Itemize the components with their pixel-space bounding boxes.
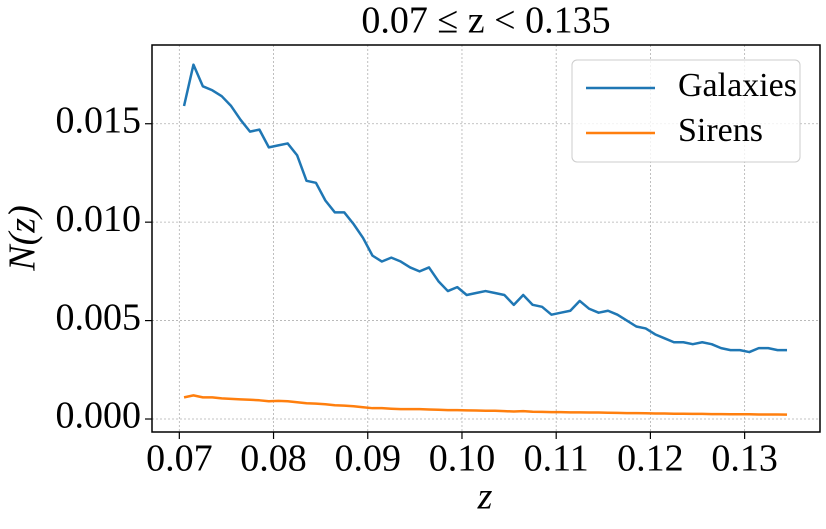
legend-label: Galaxies (678, 67, 797, 104)
x-tick-label: 0.09 (335, 438, 402, 480)
x-tick-label: 0.08 (240, 438, 307, 480)
x-axis-label: z (477, 476, 493, 518)
x-tick-label: 0.13 (711, 438, 778, 480)
x-tick-label: 0.12 (617, 438, 684, 480)
legend-label: Sirens (678, 112, 763, 149)
y-axis-label: N(z) (2, 205, 44, 271)
y-tick-label: 0.010 (56, 198, 142, 240)
x-tick-label: 0.07 (146, 438, 213, 480)
x-tick-label: 0.10 (429, 438, 496, 480)
series-line (182, 63, 788, 354)
chart-title: 0.07 ≤ z < 0.135 (361, 0, 610, 42)
legend-box (571, 59, 801, 163)
series-line (183, 394, 788, 416)
y-tick-label: 0.005 (56, 296, 142, 338)
x-tick-label: 0.11 (524, 438, 589, 480)
plot-frame (151, 44, 821, 433)
y-tick-label: 0.015 (56, 99, 142, 141)
y-tick-label: 0.000 (56, 395, 142, 437)
